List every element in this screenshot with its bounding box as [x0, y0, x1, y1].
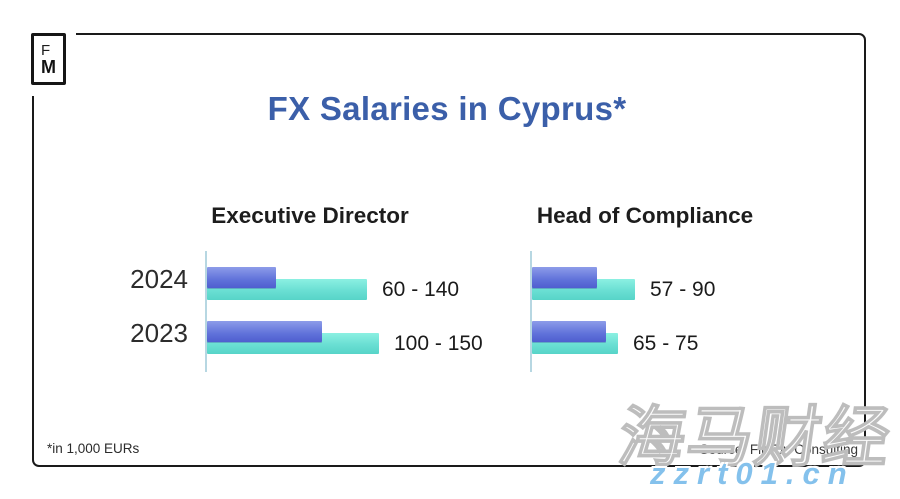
year-label-2024: 2024	[130, 264, 188, 294]
range-label-2023: 100 - 150	[394, 332, 483, 355]
range-label-2023: 65 - 75	[633, 332, 699, 355]
bar-min-2023	[532, 321, 606, 342]
bar-min-2023	[207, 321, 322, 342]
chart-title-head-of-compliance: Head of Compliance	[536, 203, 754, 228]
chart-title-executive-director: Executive Director	[211, 203, 409, 228]
bar-min-2024	[207, 267, 276, 288]
page-title: FX Salaries in Cyprus*	[267, 90, 627, 127]
watermark-site-url: zzrt01.cn	[650, 456, 855, 491]
fm-logo-letter-f: F	[41, 41, 51, 59]
fm-logo: F M	[31, 33, 66, 85]
source-credit: Source: FinTop Consulting	[699, 442, 858, 457]
chart-axis-line	[530, 251, 532, 372]
bar-min-2024	[532, 267, 597, 288]
footnote-units: *in 1,000 EURs	[47, 441, 140, 456]
chart-axis-line	[205, 251, 207, 372]
year-label-2023: 2023	[130, 318, 188, 348]
infographic-card	[32, 33, 866, 467]
range-label-2024: 57 - 90	[650, 278, 716, 301]
fm-logo-letter-m: M	[41, 56, 56, 77]
range-label-2024: 60 - 140	[382, 278, 460, 301]
